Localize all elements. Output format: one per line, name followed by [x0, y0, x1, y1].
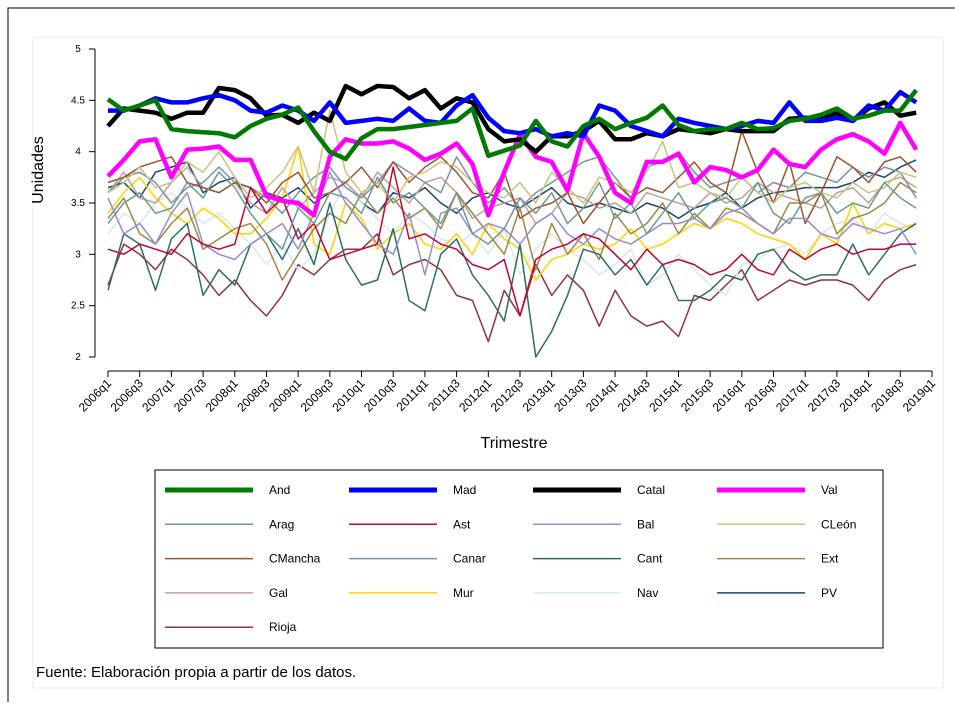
y-axis-title: Unidades — [30, 136, 47, 204]
legend-label: Mur — [453, 586, 474, 600]
y-tick-label: 2.5 — [71, 301, 85, 312]
frame — [7, 7, 955, 702]
y-tick-label: 4.5 — [71, 95, 85, 106]
legend-label: Bal — [637, 517, 654, 531]
source-note: Fuente: Elaboración propia a partir de l… — [36, 664, 356, 681]
legend-label: Val — [821, 483, 837, 497]
legend-label: Nav — [637, 586, 658, 600]
legend-label: Ast — [453, 517, 471, 531]
series-line — [108, 89, 918, 139]
legend-label: Catal — [637, 483, 665, 497]
y-tick-label: 3.5 — [71, 198, 85, 209]
series-line — [107, 181, 917, 297]
legend-label: Gal — [269, 586, 288, 600]
series-line — [107, 130, 917, 225]
y-tick-label: 4 — [75, 147, 81, 158]
series-line — [106, 88, 918, 162]
y-tick-label: 2 — [75, 352, 81, 363]
series-line — [107, 171, 917, 276]
legend-label: Canar — [453, 552, 486, 566]
legend-label: PV — [821, 586, 837, 600]
legend-label: Mad — [453, 483, 476, 497]
legend-label: CLeón — [821, 517, 856, 531]
plot-region — [32, 36, 944, 689]
y-tick-label: 3 — [75, 249, 81, 260]
legend-label: CMancha — [269, 552, 321, 566]
series-line — [107, 202, 917, 358]
series-line — [107, 233, 917, 343]
series-line — [106, 120, 919, 218]
series-line — [107, 109, 917, 204]
y-tick-label: 5 — [75, 44, 81, 55]
series-line — [107, 171, 917, 250]
series-line — [107, 145, 917, 281]
x-axis-title: Trimestre — [481, 435, 548, 452]
legend-label: Cant — [637, 552, 663, 566]
legend-label: Rioja — [269, 620, 297, 634]
legend-label: Ext — [821, 552, 839, 566]
legend-label: Arag — [269, 517, 294, 531]
legend-label: And — [269, 483, 290, 497]
series-line — [107, 166, 917, 317]
